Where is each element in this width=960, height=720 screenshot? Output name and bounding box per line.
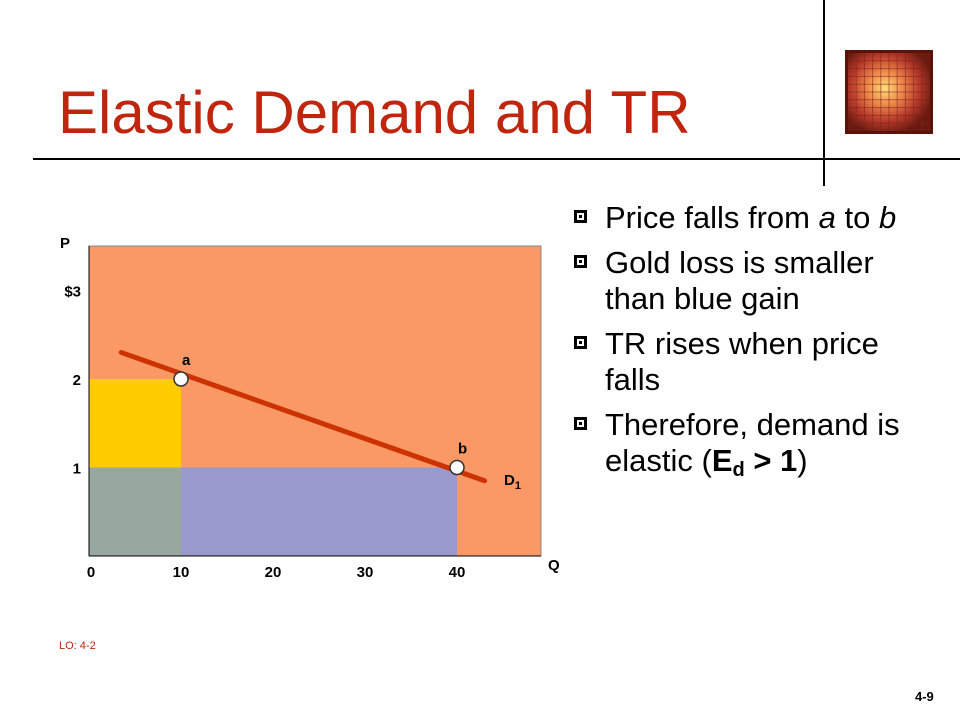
logo-pattern [848,53,930,131]
bullet-item: Therefore, demand is elastic (Ed > 1) [574,407,914,488]
demand-curve-label: D1 [504,472,521,492]
y-tick-label: $3 [64,284,81,301]
slide-number: 4-9 [915,689,934,704]
bullet-square-icon [574,336,587,349]
bullet-item: TR rises when price falls [574,326,914,398]
x-tick-label: 30 [357,564,374,581]
bullet-square-icon [574,210,587,223]
slide-vertical-rule [823,0,825,186]
y-axis-label: P [60,235,70,252]
bullet-text: Therefore, demand is elastic ( [605,407,900,478]
y-tick-label: 1 [73,461,81,478]
bullet-text: a [818,200,836,235]
bullet-text: TR rises when price falls [605,326,879,397]
bullet-list: Price falls from a to b Gold loss is smal… [574,200,914,497]
demand-label-main: D [504,472,515,489]
bullet-text: ) [797,443,808,478]
region-gold-loss [89,379,181,468]
x-tick-label: 10 [173,564,190,581]
point-b [449,459,465,476]
point-label-b: b [458,441,467,458]
region-blue-gain [181,467,457,556]
bullet-item: Price falls from a to b [574,200,914,236]
bullet-text: Price falls from [605,200,819,235]
bullet-text: > 1 [744,443,798,478]
x-tick-label: 20 [265,564,282,581]
x-axis-label: Q [548,557,560,574]
bullet-text: E [711,443,733,478]
x-tick-label: 0 [87,564,95,581]
demand-label-sub: 1 [515,480,521,492]
point-a [173,371,189,387]
bullet-text: b [878,200,897,235]
x-tick-label: 40 [449,564,466,581]
bullet-text: Gold loss is smaller than blue gain [605,245,874,316]
bullet-text: d [732,459,745,481]
learning-objective: LO: 4-2 [59,640,96,652]
slide-horizontal-rule [33,158,960,160]
slide-title: Elastic Demand and TR [58,79,691,146]
region-common [89,467,181,556]
bullet-square-icon [574,417,587,430]
y-tick-label: 2 [73,372,81,389]
point-label-a: a [182,352,191,369]
bullet-item: Gold loss is smaller than blue gain [574,245,914,317]
bullet-text: to [835,200,879,235]
bullet-square-icon [574,255,587,268]
